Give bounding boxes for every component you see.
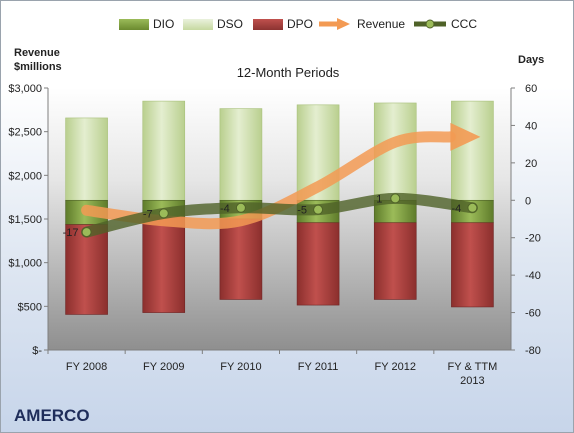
right-tick-label: -40: [525, 270, 541, 282]
left-tick-label: $2,500: [8, 127, 42, 139]
left-tick-label: $-: [32, 345, 42, 357]
right-tick-label: 40: [525, 120, 537, 132]
chart-title: 12-Month Periods: [236, 65, 340, 80]
right-tick-label: -60: [525, 308, 541, 320]
ccc-point: [313, 204, 324, 215]
ccc-data-label: -17: [63, 227, 79, 239]
bar-dpo: [65, 224, 108, 315]
legend-swatch-dpo: [253, 18, 283, 30]
legend-label-dso: DSO: [217, 17, 244, 31]
legend-swatch-dso: [183, 18, 213, 30]
right-tick-label: -80: [525, 345, 541, 357]
legend-item-dio: DIO: [119, 15, 174, 33]
legend-label-dpo: DPO: [287, 17, 314, 31]
bar-dso: [219, 108, 263, 201]
ccc-data-label: -4: [452, 203, 462, 215]
ccc-line: [81, 192, 478, 238]
ccc-point: [235, 202, 246, 213]
left-axis-title: Revenue $millions: [14, 47, 62, 73]
ccc-data-label: -7: [143, 208, 153, 220]
bar-dpo: [219, 218, 263, 300]
x-tick-label: FY 2011: [298, 361, 339, 373]
right-axis-title: Days: [518, 54, 545, 66]
ccc-data-label: 1: [376, 193, 382, 205]
left-tick-label: $2,000: [8, 170, 42, 182]
bar-dso: [65, 117, 108, 201]
bar-dpo: [451, 222, 494, 308]
right-tick-label: 0: [525, 195, 531, 207]
legend-arrow-icon: [319, 18, 350, 30]
x-tick-label: FY 2010: [220, 361, 261, 373]
legend-label-revenue: Revenue: [357, 17, 406, 31]
bar-dpo: [373, 222, 417, 300]
left-tick-label: $3,000: [8, 83, 42, 95]
company-name: AMERCO: [14, 406, 90, 425]
bar-dso: [451, 100, 494, 201]
ccc-point: [467, 202, 478, 213]
right-tick-label: 20: [525, 158, 537, 170]
legend-item-dso: DSO: [183, 15, 243, 33]
legend-label-dio: DIO: [153, 17, 175, 31]
right-tick-label: 60: [525, 83, 537, 95]
revenue-arrowhead: [450, 122, 481, 151]
ccc-point: [158, 208, 169, 219]
left-tick-label: $1,500: [8, 214, 42, 226]
bar-dso: [142, 100, 186, 201]
legend-item-dpo: DPO: [253, 15, 313, 33]
left-tick-label: $500: [18, 301, 42, 313]
x-tick-label: FY 2012: [375, 361, 416, 373]
ccc-point: [390, 193, 401, 204]
bar-dpo: [142, 216, 186, 313]
ccc-point: [81, 227, 92, 238]
x-tick-label: FY & TTM: [448, 361, 498, 373]
legend-ccc-icon: [414, 19, 446, 29]
ccc-data-label: -5: [297, 205, 307, 217]
ccc-data-label: -4: [220, 203, 230, 215]
right-tick-label: -20: [525, 233, 541, 245]
x-tick-label: FY 2008: [66, 361, 107, 373]
x-tick-label: 2013: [460, 375, 484, 387]
legend-swatch-dio: [119, 18, 149, 30]
legend-item-ccc: CCC: [413, 15, 477, 33]
left-tick-label: $1,000: [8, 258, 42, 270]
legend-label-ccc: CCC: [451, 17, 477, 31]
bar-dpo: [296, 222, 340, 306]
x-tick-label: FY 2009: [143, 361, 184, 373]
legend-item-revenue: Revenue: [317, 15, 405, 33]
